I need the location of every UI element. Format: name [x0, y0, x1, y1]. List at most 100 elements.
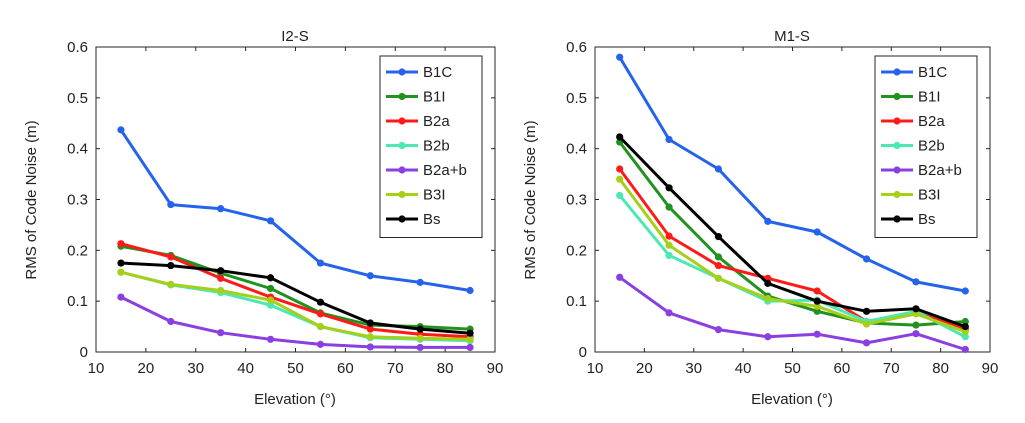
- data-point: [266, 296, 275, 304]
- series-line: [119, 261, 472, 335]
- legend-label: B1I: [423, 89, 446, 106]
- y-tick-label: 0.3: [67, 192, 88, 209]
- panel-m1-s: M1-S Elevation (°) RMS of Code Noise (m)…: [522, 28, 998, 408]
- x-tick-label: 60: [834, 360, 851, 377]
- data-point: [616, 175, 624, 183]
- legend-item: B2a+b: [881, 162, 962, 179]
- legend-item: Bs: [881, 211, 936, 228]
- y-tick-label: 0.6: [566, 39, 587, 56]
- data-point: [616, 273, 624, 281]
- series-b2a-b: [117, 293, 474, 352]
- legend-label: B2a: [918, 113, 945, 130]
- axis-ticks: 10 20 30 40 50 60 70 80 90 0 0.1 0.2 0.3 0.4 0.5 0.6: [67, 39, 503, 377]
- chart-title: M1-S: [774, 28, 810, 45]
- legend-marker: [893, 215, 901, 223]
- data-point: [665, 309, 673, 317]
- data-point: [466, 286, 474, 295]
- x-axis-title: Elevation (°): [751, 391, 833, 408]
- data-point: [167, 200, 175, 209]
- data-point: [862, 320, 871, 328]
- data-point: [862, 339, 871, 347]
- legend-item: B1C: [386, 64, 452, 81]
- data-point: [316, 340, 325, 348]
- data-point: [416, 334, 424, 342]
- data-point: [912, 310, 920, 318]
- data-point: [117, 268, 125, 276]
- data-point: [961, 287, 969, 295]
- data-point: [167, 280, 175, 288]
- y-tick-label: 0.2: [566, 242, 587, 259]
- x-tick-label: 80: [437, 360, 454, 377]
- legend-marker: [398, 92, 406, 101]
- data-point: [961, 345, 969, 354]
- y-tick-label: 0.5: [566, 90, 587, 107]
- series-b3i: [616, 175, 969, 336]
- data-point: [714, 253, 723, 261]
- legend-item: B2a: [881, 113, 945, 130]
- legend-label: B1C: [918, 64, 947, 81]
- data-point: [616, 53, 624, 61]
- data-point: [366, 319, 374, 327]
- data-point: [961, 322, 969, 331]
- data-point: [961, 317, 969, 326]
- data-point: [665, 232, 673, 240]
- data-point: [366, 272, 374, 280]
- legend-item: B2a+b: [386, 162, 467, 179]
- x-tick-label: 30: [685, 360, 702, 377]
- legend-label: B2b: [423, 138, 450, 155]
- x-tick-label: 50: [784, 360, 801, 377]
- legend-label: B3I: [423, 187, 446, 204]
- y-axis-title: RMS of Code Noise (m): [522, 120, 539, 279]
- data-point: [665, 184, 673, 192]
- data-point: [665, 241, 673, 249]
- legend-marker: [398, 190, 406, 199]
- data-point: [316, 259, 325, 267]
- data-point: [117, 259, 125, 267]
- data-point: [217, 205, 225, 213]
- chart-title: I2-S: [281, 28, 309, 45]
- legend-marker: [398, 141, 406, 150]
- series-b3i: [117, 268, 474, 343]
- legend-item: B2a: [386, 113, 450, 130]
- data-point: [167, 317, 175, 326]
- data-point: [813, 307, 821, 315]
- legend-label: Bs: [423, 211, 441, 228]
- legend-marker: [398, 215, 406, 223]
- data-point: [167, 253, 175, 261]
- y-tick-label: 0.2: [67, 242, 88, 259]
- data-point: [366, 325, 374, 333]
- data-point: [266, 335, 275, 343]
- series-bs: [117, 259, 474, 337]
- data-point: [961, 333, 969, 341]
- y-tick-label: 0: [579, 344, 587, 361]
- series-line: [119, 244, 472, 331]
- data-point: [813, 302, 821, 310]
- data-point: [217, 267, 225, 275]
- series-line: [119, 270, 472, 341]
- legend-item: B1C: [881, 64, 947, 81]
- x-tick-label: 20: [138, 360, 155, 377]
- panel-i2-s: I2-S Elevation (°) RMS of Code Noise (m)…: [23, 28, 503, 408]
- data-point: [665, 203, 673, 211]
- legend-marker: [398, 68, 406, 76]
- x-tick-label: 20: [636, 360, 653, 377]
- legend-item: B2b: [881, 138, 945, 155]
- legend-marker: [893, 68, 901, 76]
- data-point: [316, 310, 325, 318]
- legend-item: B2b: [386, 138, 450, 155]
- data-point: [912, 330, 920, 338]
- data-point: [266, 301, 275, 309]
- y-tick-label: 0.6: [67, 39, 88, 56]
- series-line: [618, 193, 967, 339]
- legend-label: B2b: [918, 138, 945, 155]
- series-line: [618, 177, 967, 334]
- x-tick-label: 10: [88, 360, 105, 377]
- legend-item: B1I: [386, 89, 446, 106]
- series-line: [119, 295, 472, 349]
- y-axis-title: RMS of Code Noise (m): [23, 120, 40, 279]
- legend-label: B2a: [423, 113, 450, 130]
- series-line: [618, 135, 967, 329]
- data-point: [912, 321, 920, 329]
- data-point: [665, 251, 673, 260]
- x-tick-label: 70: [883, 360, 900, 377]
